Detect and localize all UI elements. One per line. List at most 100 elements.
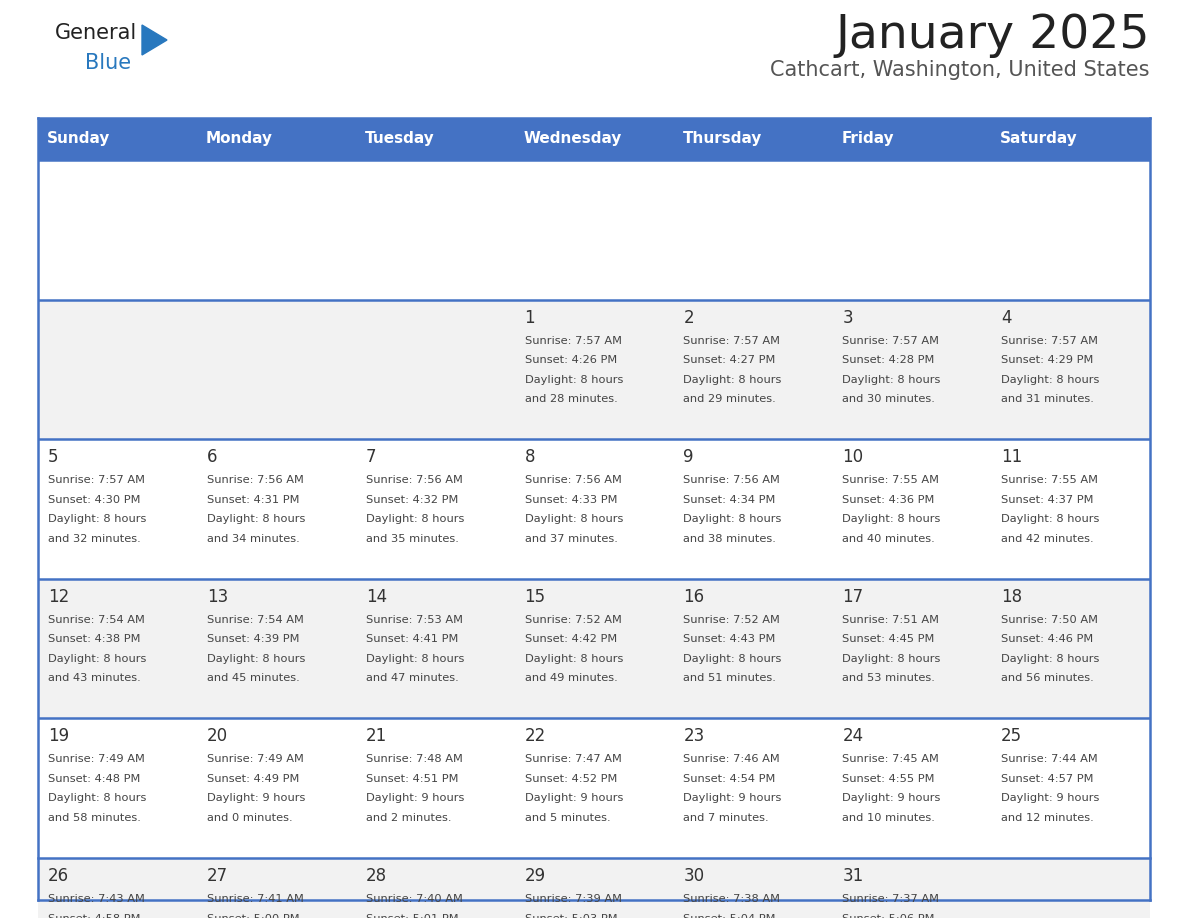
Text: and 51 minutes.: and 51 minutes. — [683, 673, 776, 683]
Bar — [197, 719, 355, 858]
Bar — [355, 719, 514, 858]
Text: 23: 23 — [683, 727, 704, 745]
Text: Sunrise: 7:50 AM: Sunrise: 7:50 AM — [1001, 615, 1098, 625]
Text: 29: 29 — [525, 867, 545, 885]
Text: Wednesday: Wednesday — [524, 131, 623, 147]
Text: and 45 minutes.: and 45 minutes. — [207, 673, 299, 683]
Bar — [991, 299, 1150, 439]
Text: Daylight: 8 hours: Daylight: 8 hours — [1001, 514, 1100, 524]
Text: Daylight: 8 hours: Daylight: 8 hours — [842, 654, 941, 664]
Bar — [833, 858, 991, 918]
Text: 16: 16 — [683, 588, 704, 606]
Text: Sunset: 4:34 PM: Sunset: 4:34 PM — [683, 495, 776, 505]
Text: Sunrise: 7:51 AM: Sunrise: 7:51 AM — [842, 615, 940, 625]
Text: Sunrise: 7:57 AM: Sunrise: 7:57 AM — [683, 336, 781, 345]
Text: and 42 minutes.: and 42 minutes. — [1001, 533, 1094, 543]
Text: and 40 minutes.: and 40 minutes. — [842, 533, 935, 543]
Text: and 56 minutes.: and 56 minutes. — [1001, 673, 1094, 683]
Text: Daylight: 8 hours: Daylight: 8 hours — [366, 654, 465, 664]
Text: Daylight: 8 hours: Daylight: 8 hours — [683, 375, 782, 385]
Text: and 47 minutes.: and 47 minutes. — [366, 673, 459, 683]
Text: Daylight: 8 hours: Daylight: 8 hours — [48, 654, 146, 664]
Bar — [38, 579, 197, 719]
Text: 3: 3 — [842, 308, 853, 327]
Text: Sunrise: 7:57 AM: Sunrise: 7:57 AM — [842, 336, 940, 345]
Text: 27: 27 — [207, 867, 228, 885]
Text: Saturday: Saturday — [1000, 131, 1078, 147]
Text: Daylight: 8 hours: Daylight: 8 hours — [207, 654, 305, 664]
Text: Daylight: 9 hours: Daylight: 9 hours — [366, 793, 465, 803]
Text: Daylight: 9 hours: Daylight: 9 hours — [842, 793, 941, 803]
Text: and 38 minutes.: and 38 minutes. — [683, 533, 776, 543]
Bar — [355, 858, 514, 918]
Text: Sunset: 4:43 PM: Sunset: 4:43 PM — [683, 634, 776, 644]
Text: and 43 minutes.: and 43 minutes. — [48, 673, 140, 683]
Bar — [38, 439, 197, 579]
Bar — [197, 118, 355, 160]
Text: Daylight: 8 hours: Daylight: 8 hours — [525, 514, 623, 524]
Text: Sunset: 4:31 PM: Sunset: 4:31 PM — [207, 495, 299, 505]
Text: and 30 minutes.: and 30 minutes. — [842, 394, 935, 404]
Text: Sunset: 5:06 PM: Sunset: 5:06 PM — [842, 913, 935, 918]
Text: Daylight: 9 hours: Daylight: 9 hours — [207, 793, 305, 803]
Text: Sunrise: 7:55 AM: Sunrise: 7:55 AM — [1001, 476, 1098, 486]
Text: Sunrise: 7:53 AM: Sunrise: 7:53 AM — [366, 615, 462, 625]
Text: General: General — [55, 23, 138, 43]
Text: Sunrise: 7:56 AM: Sunrise: 7:56 AM — [525, 476, 621, 486]
Text: Sunset: 4:52 PM: Sunset: 4:52 PM — [525, 774, 617, 784]
Text: 2: 2 — [683, 308, 694, 327]
Text: Sunset: 4:37 PM: Sunset: 4:37 PM — [1001, 495, 1094, 505]
Text: 20: 20 — [207, 727, 228, 745]
Text: Sunrise: 7:47 AM: Sunrise: 7:47 AM — [525, 755, 621, 765]
Text: Sunset: 4:38 PM: Sunset: 4:38 PM — [48, 634, 140, 644]
Text: 8: 8 — [525, 448, 535, 466]
Text: 19: 19 — [48, 727, 69, 745]
Bar — [674, 579, 833, 719]
Text: Daylight: 8 hours: Daylight: 8 hours — [842, 375, 941, 385]
Bar — [674, 719, 833, 858]
Text: Daylight: 8 hours: Daylight: 8 hours — [1001, 375, 1100, 385]
Text: Sunset: 4:51 PM: Sunset: 4:51 PM — [366, 774, 459, 784]
Text: Sunset: 4:33 PM: Sunset: 4:33 PM — [525, 495, 617, 505]
Text: Sunrise: 7:48 AM: Sunrise: 7:48 AM — [366, 755, 462, 765]
Text: Daylight: 8 hours: Daylight: 8 hours — [842, 514, 941, 524]
Text: 25: 25 — [1001, 727, 1022, 745]
Text: Sunrise: 7:49 AM: Sunrise: 7:49 AM — [48, 755, 145, 765]
Polygon shape — [143, 25, 168, 55]
Text: 4: 4 — [1001, 308, 1012, 327]
Bar — [991, 719, 1150, 858]
Bar — [674, 439, 833, 579]
Text: Sunrise: 7:56 AM: Sunrise: 7:56 AM — [207, 476, 304, 486]
Text: 18: 18 — [1001, 588, 1022, 606]
Text: and 12 minutes.: and 12 minutes. — [1001, 813, 1094, 823]
Text: Sunset: 4:30 PM: Sunset: 4:30 PM — [48, 495, 140, 505]
Bar — [674, 299, 833, 439]
Text: 13: 13 — [207, 588, 228, 606]
Bar — [514, 118, 674, 160]
Text: and 7 minutes.: and 7 minutes. — [683, 813, 769, 823]
Bar — [38, 719, 197, 858]
Text: 1: 1 — [525, 308, 536, 327]
Text: and 2 minutes.: and 2 minutes. — [366, 813, 451, 823]
Text: Monday: Monday — [206, 131, 273, 147]
Text: and 10 minutes.: and 10 minutes. — [842, 813, 935, 823]
Text: Daylight: 8 hours: Daylight: 8 hours — [1001, 654, 1100, 664]
Text: Sunset: 5:00 PM: Sunset: 5:00 PM — [207, 913, 299, 918]
Text: Sunset: 4:29 PM: Sunset: 4:29 PM — [1001, 355, 1093, 365]
Text: Sunset: 4:27 PM: Sunset: 4:27 PM — [683, 355, 776, 365]
Bar — [355, 118, 514, 160]
Text: Sunset: 4:36 PM: Sunset: 4:36 PM — [842, 495, 935, 505]
Text: Daylight: 8 hours: Daylight: 8 hours — [48, 514, 146, 524]
Text: Sunday: Sunday — [48, 131, 110, 147]
Text: and 28 minutes.: and 28 minutes. — [525, 394, 618, 404]
Text: Sunset: 5:03 PM: Sunset: 5:03 PM — [525, 913, 618, 918]
Text: Daylight: 8 hours: Daylight: 8 hours — [525, 654, 623, 664]
Text: Sunset: 4:57 PM: Sunset: 4:57 PM — [1001, 774, 1094, 784]
Bar — [833, 719, 991, 858]
Bar — [197, 858, 355, 918]
Text: Sunrise: 7:39 AM: Sunrise: 7:39 AM — [525, 894, 621, 904]
Bar — [833, 299, 991, 439]
Text: Daylight: 8 hours: Daylight: 8 hours — [366, 514, 465, 524]
Text: Sunrise: 7:54 AM: Sunrise: 7:54 AM — [207, 615, 304, 625]
Text: and 34 minutes.: and 34 minutes. — [207, 533, 299, 543]
